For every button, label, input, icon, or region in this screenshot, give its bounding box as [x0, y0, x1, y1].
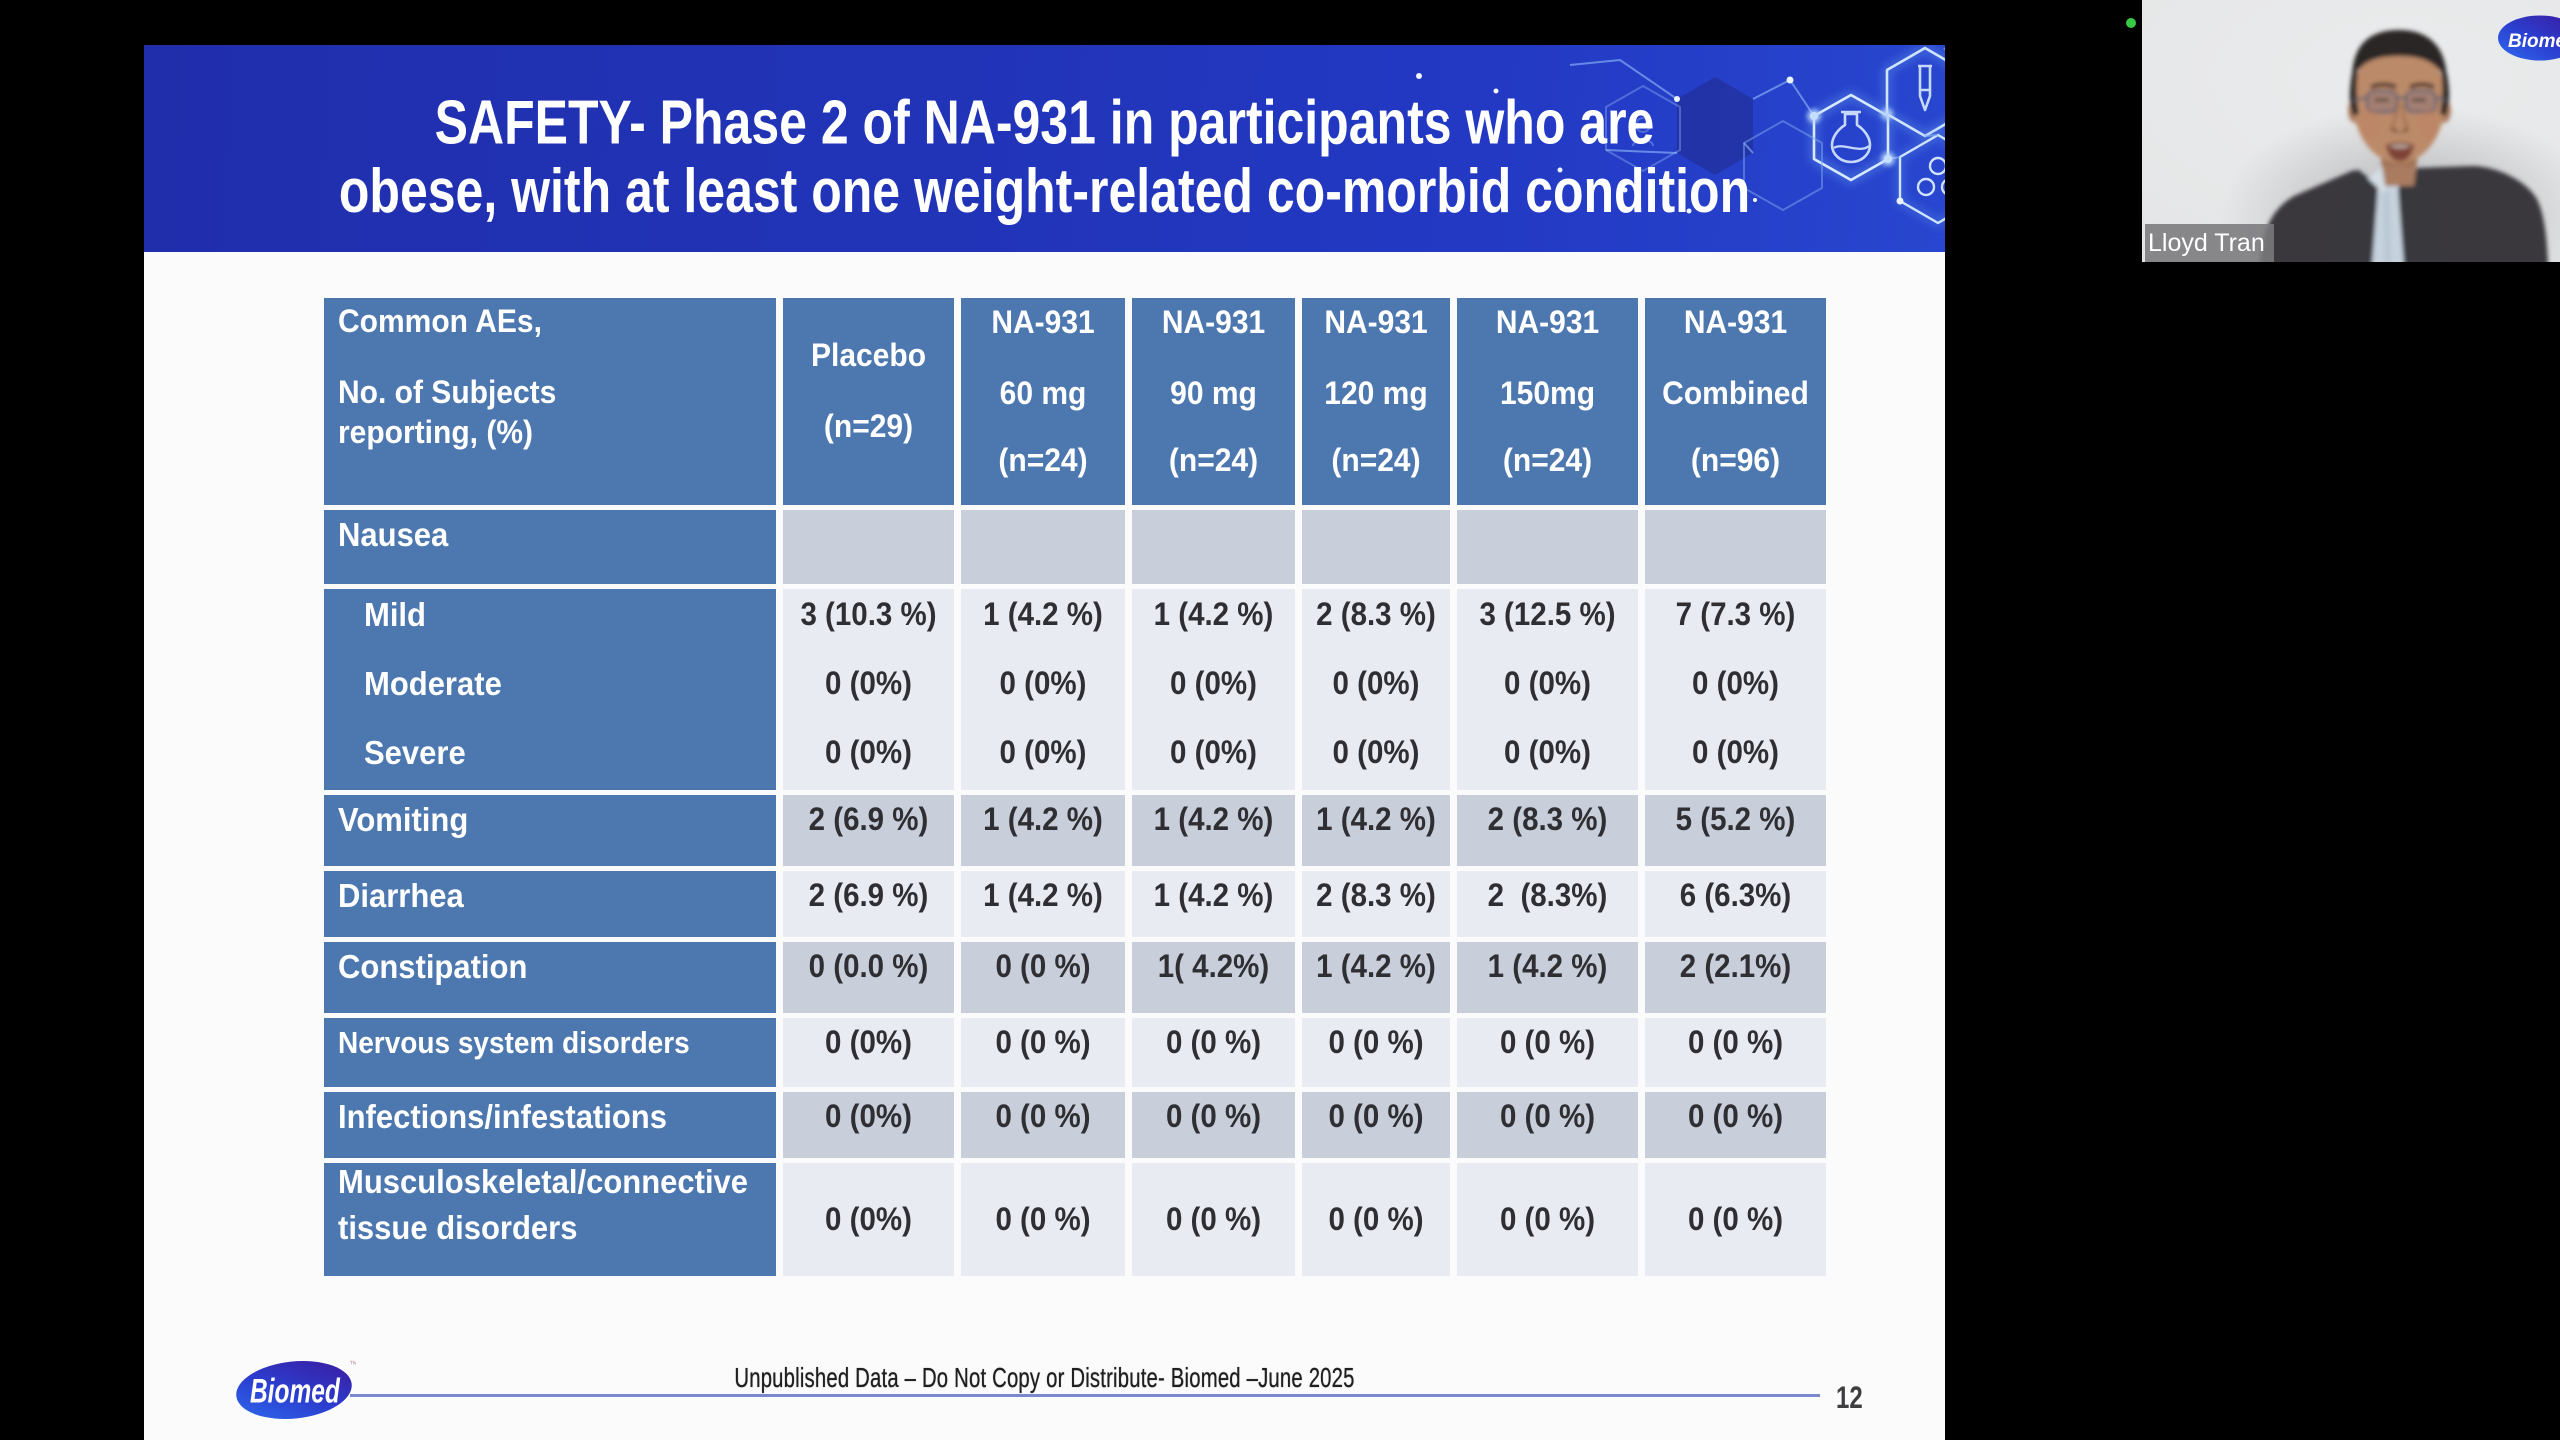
svg-text:Biome: Biome	[2508, 31, 2560, 52]
svg-text:™: ™	[349, 1359, 356, 1369]
svg-text:Biomed: Biomed	[250, 1372, 340, 1410]
